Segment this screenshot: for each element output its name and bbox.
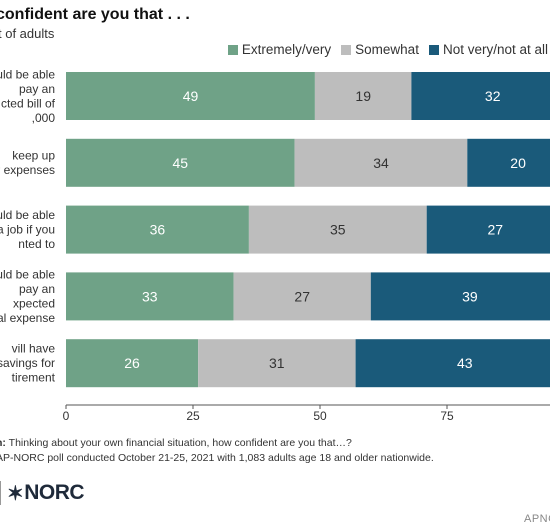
category-label-line: pay an (19, 82, 55, 96)
data-label: 36 (150, 222, 166, 238)
data-label: 34 (373, 155, 389, 171)
bar-segment-extremely-very (66, 272, 234, 321)
legend-label: Not very/not at all (442, 42, 548, 57)
data-label: 31 (269, 355, 285, 371)
category-label-line: al expense (0, 311, 55, 325)
data-label: 33 (142, 288, 158, 304)
chart-notes: n: Thinking about your own financial sit… (0, 436, 434, 466)
category-label-line: nted to (18, 237, 55, 251)
star-icon: ✶ (7, 482, 24, 505)
category-label-line: uld be able (0, 67, 55, 81)
legend-item-not-very: Not very/not at all (428, 42, 548, 57)
chart-subtitle: t of adults (0, 26, 55, 41)
category-label-line: vill have (12, 342, 56, 356)
source-note: AP-NORC poll conducted October 21-25, 20… (0, 452, 434, 464)
legend-label: Somewhat (355, 42, 419, 57)
bar-segment-extremely-very (66, 72, 315, 120)
data-label: 19 (355, 88, 371, 104)
norc-logo: ✶ NORC (0, 481, 85, 505)
legend-swatch (428, 44, 439, 55)
data-label: 26 (124, 355, 140, 371)
category-label-line: ,000 (32, 111, 56, 125)
legend-label: Extremely/very (241, 42, 332, 57)
bar-segment-somewhat (314, 72, 412, 120)
question-prefix: n: (0, 437, 6, 449)
legend-swatch (227, 44, 238, 55)
category-label-line: cted bill of (1, 96, 56, 110)
bar-segment-somewhat (233, 272, 371, 321)
category-label: uld be able a job if you nted to (0, 208, 55, 251)
x-tick-label: 25 (186, 409, 200, 423)
data-label: 32 (485, 88, 501, 104)
logo-divider (0, 481, 1, 505)
category-label-line: uld be able (0, 208, 55, 222)
question-note: n: Thinking about your own financial sit… (0, 436, 434, 451)
category-label-line: pay an (19, 282, 55, 296)
data-label: 35 (330, 222, 346, 238)
bar-segment-extremely-very (66, 339, 199, 388)
data-label: 49 (183, 88, 199, 104)
x-tick-label: 50 (313, 409, 327, 423)
data-label: 45 (173, 155, 189, 171)
data-label: 20 (510, 155, 526, 171)
category-label-line: xpected (13, 297, 55, 311)
bar-segment-somewhat (248, 205, 427, 254)
category-label-line: tirement (12, 371, 56, 385)
category-label: uld be able pay an cted bill of ,000 (0, 67, 56, 125)
category-label-line: savings for (0, 356, 55, 370)
category-label: vill have savings for tirement (0, 342, 56, 385)
x-tick-label: 75 (440, 409, 454, 423)
data-label: 27 (488, 222, 504, 238)
legend-swatch (341, 44, 352, 55)
chart-title: confident are you that . . . (0, 6, 190, 23)
bar-segment-extremely-very (66, 138, 295, 187)
bar-segment-somewhat (294, 138, 468, 187)
category-label-line: keep up (12, 149, 55, 163)
category-label: keep up r expenses (0, 149, 55, 178)
bar-segment-not-very-not-at-all (411, 72, 550, 120)
x-tick-label: 0 (63, 409, 70, 423)
category-label-line: r expenses (0, 163, 55, 177)
bar-segment-not-very-not-at-all (355, 339, 550, 388)
category-label-line: uld be able (0, 268, 55, 282)
legend-item-extremely-very: Extremely/very (227, 42, 332, 57)
bar-segment-not-very-not-at-all (370, 272, 550, 321)
data-label: 39 (462, 288, 478, 304)
category-label: uld be able pay an xpected al expense (0, 268, 55, 326)
legend: Extremely/very Somewhat Not very/not at … (218, 42, 548, 57)
logo-text: NORC (24, 481, 85, 504)
bar-segment-somewhat (198, 339, 356, 388)
data-label: 43 (457, 355, 473, 371)
bar-segment-not-very-not-at-all (467, 138, 550, 187)
credit-text: APNC (524, 513, 550, 525)
data-label: 27 (294, 288, 310, 304)
question-text: Thinking about your own financial situat… (5, 437, 352, 449)
bar-segment-extremely-very (66, 205, 249, 254)
legend-item-somewhat: Somewhat (341, 42, 419, 57)
category-label-line: a job if you (0, 223, 55, 237)
bar-segment-not-very-not-at-all (426, 205, 550, 254)
